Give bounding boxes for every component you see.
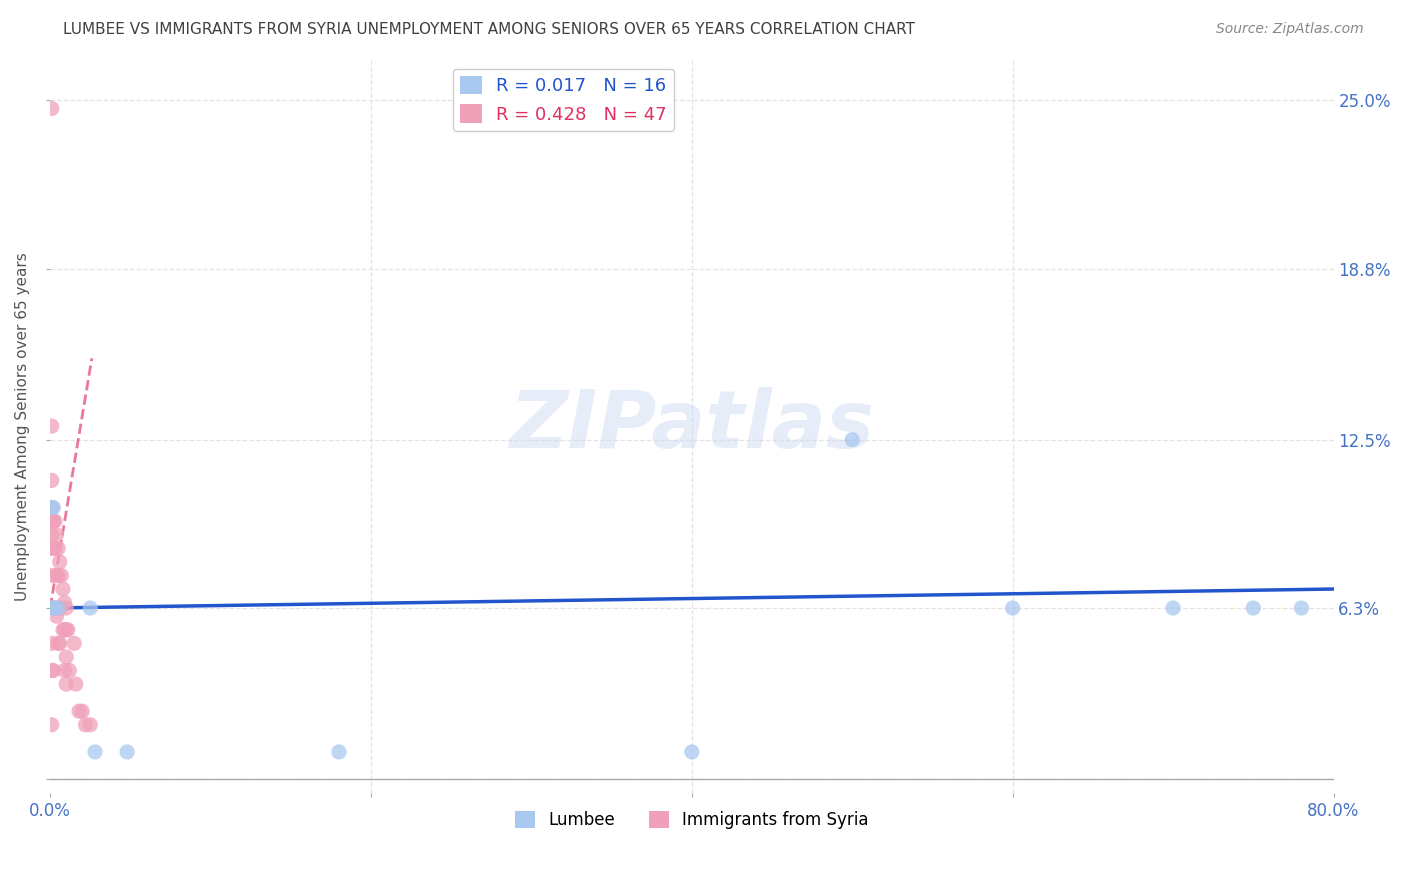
Point [41,601,63,615]
Point [41,102,63,116]
Point [55,623,77,637]
Point [75,718,97,732]
Point [41,568,63,582]
Point [45,527,67,541]
Point [41,514,63,528]
Point [41,474,63,488]
Point [41,500,63,515]
Point [58,664,80,678]
Point [42,500,65,515]
Text: ZIPatlas: ZIPatlas [509,387,875,465]
Point [55,649,77,664]
Point [84,745,107,759]
Text: LUMBEE VS IMMIGRANTS FROM SYRIA UNEMPLOYMENT AMONG SENIORS OVER 65 YEARS CORRELA: LUMBEE VS IMMIGRANTS FROM SYRIA UNEMPLOY… [63,22,915,37]
Point [51,568,73,582]
Point [63,636,86,650]
Point [42,541,65,556]
Point [42,514,65,528]
Point [41,601,63,615]
Point [115,745,138,759]
Point [55,677,77,691]
Point [1001,601,1024,615]
Text: Source: ZipAtlas.com: Source: ZipAtlas.com [1216,22,1364,37]
Point [1161,601,1184,615]
Point [44,514,66,528]
Point [45,609,67,624]
Point [46,601,69,615]
Point [46,541,69,556]
Point [67,704,90,718]
Point [52,582,75,596]
Point [49,601,72,615]
Point [49,636,72,650]
Point [841,433,863,447]
Point [41,419,63,434]
Point [41,718,63,732]
Point [53,596,76,610]
Legend: Lumbee, Immigrants from Syria: Lumbee, Immigrants from Syria [509,804,875,836]
Point [44,601,66,615]
Point [41,527,63,541]
Point [46,568,69,582]
Point [1291,601,1313,615]
Point [56,623,79,637]
Point [44,541,66,556]
Point [46,601,69,615]
Point [70,704,93,718]
Point [45,568,67,582]
Point [79,718,101,732]
Point [42,601,65,615]
Point [53,664,76,678]
Point [681,745,703,759]
Point [79,601,101,615]
Point [46,636,69,650]
Y-axis label: Unemployment Among Seniors over 65 years: Unemployment Among Seniors over 65 years [15,252,30,600]
Point [41,500,63,515]
Point [42,601,65,615]
Point [55,601,77,615]
Point [41,541,63,556]
Point [41,636,63,650]
Point [328,745,350,759]
Point [44,601,66,615]
Point [42,664,65,678]
Point [52,623,75,637]
Point [53,623,76,637]
Point [65,677,87,691]
Point [41,664,63,678]
Point [1241,601,1264,615]
Point [49,555,72,569]
